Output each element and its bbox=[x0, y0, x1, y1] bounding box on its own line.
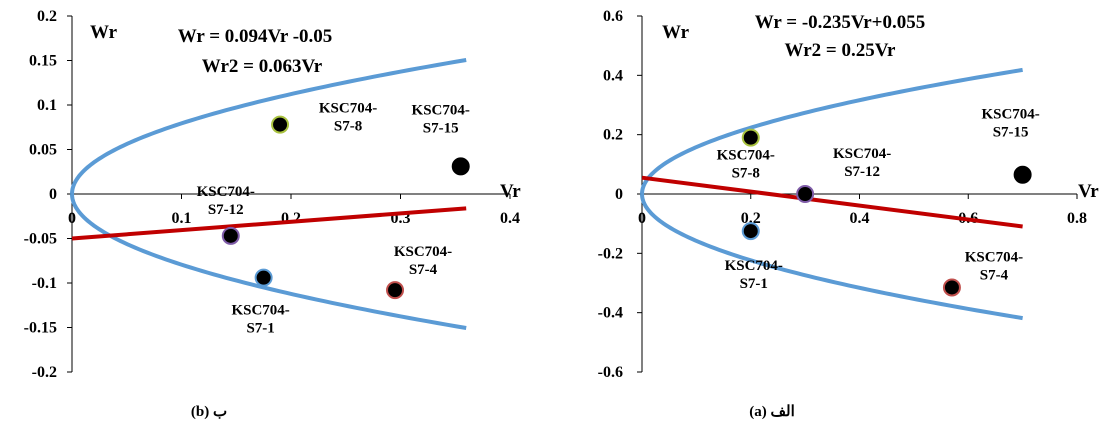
y-tick-label: -0.05 bbox=[24, 231, 57, 248]
x-tick-label: 0.4 bbox=[850, 210, 870, 227]
x-axis-label: Vr bbox=[1078, 181, 1099, 202]
panel-a: 0.60.40.20-0.2-0.4-0.600.20.40.60.8VrWrW… bbox=[598, 8, 1100, 420]
data-point bbox=[796, 185, 815, 203]
point-label: KSC704- bbox=[197, 184, 255, 200]
y-tick-label: -0.15 bbox=[24, 320, 57, 337]
y-tick-label: 0 bbox=[615, 186, 623, 203]
point-label: KSC704- bbox=[981, 107, 1039, 123]
regression-line bbox=[71, 206, 467, 241]
y-tick-label: 0 bbox=[49, 186, 57, 203]
x-tick-label: 0.2 bbox=[281, 210, 301, 227]
x-axis-label: Vr bbox=[500, 181, 521, 202]
y-tick-label: -0.4 bbox=[598, 305, 623, 322]
equation-1: Wr = 0.094Vr -0.05 bbox=[178, 26, 333, 47]
point-label: KSC704- bbox=[412, 102, 470, 118]
point-label: S7-15 bbox=[993, 125, 1029, 141]
equation-2: Wr2 = 0.25Vr bbox=[785, 40, 896, 61]
point-label: KSC704- bbox=[394, 244, 452, 260]
data-point bbox=[386, 281, 405, 300]
point-label: KSC704- bbox=[717, 148, 775, 164]
point-label: S7-12 bbox=[208, 202, 244, 218]
data-point bbox=[271, 115, 290, 134]
point-label: S7-1 bbox=[246, 321, 274, 337]
point-label: S7-8 bbox=[732, 166, 760, 182]
point-label: KSC704- bbox=[833, 146, 891, 162]
equation-1: Wr = -0.235Vr+0.055 bbox=[755, 12, 925, 33]
equation-2: Wr2 = 0.063Vr bbox=[202, 56, 323, 77]
y-tick-label: 0.6 bbox=[603, 8, 623, 25]
point-label: S7-1 bbox=[740, 276, 768, 292]
y-tick-label: 0.4 bbox=[603, 67, 623, 84]
point-label: KSC704- bbox=[725, 258, 783, 274]
x-tick-label: 0 bbox=[68, 210, 76, 227]
parabola-upper-branch bbox=[70, 57, 467, 195]
y-tick-label: 0.1 bbox=[37, 97, 57, 114]
y-tick-label: 0.15 bbox=[29, 53, 57, 70]
point-label: KSC704- bbox=[965, 249, 1023, 265]
parabola-lower-branch bbox=[70, 193, 467, 331]
x-tick-label: 0.1 bbox=[172, 210, 192, 227]
y-tick-label: 0.05 bbox=[29, 142, 57, 159]
y-tick-label: -0.6 bbox=[598, 364, 623, 381]
point-label: S7-12 bbox=[844, 164, 880, 180]
parabola-upper-branch bbox=[640, 67, 1023, 195]
point-label: KSC704- bbox=[231, 303, 289, 319]
y-tick-label: -0.1 bbox=[32, 275, 57, 292]
point-label: S7-15 bbox=[423, 120, 459, 136]
data-point bbox=[1013, 165, 1032, 184]
y-tick-label: -0.2 bbox=[32, 364, 57, 381]
point-label: S7-4 bbox=[980, 267, 1009, 283]
data-point bbox=[221, 226, 240, 245]
panel-caption: (a) الف bbox=[749, 404, 795, 420]
y-axis-label: Wr bbox=[90, 22, 118, 43]
y-tick-label: 0.2 bbox=[603, 127, 623, 144]
data-point bbox=[942, 278, 961, 297]
point-label: S7-4 bbox=[409, 262, 438, 278]
parabola-lower-branch bbox=[640, 193, 1023, 321]
x-tick-label: 0.2 bbox=[741, 210, 761, 227]
regression-line bbox=[641, 175, 1023, 229]
panel-b: 0.2 0.15 0.1 0.05 0 -0.05 -0.1 -0.15 -0.2 0 0.1 0.2… bbox=[24, 8, 522, 420]
x-tick-label: 0.4 bbox=[500, 210, 520, 227]
y-axis-label: Wr bbox=[662, 22, 690, 43]
y-tick-label: -0.2 bbox=[598, 245, 623, 262]
data-point bbox=[451, 157, 470, 176]
point-label: KSC704- bbox=[319, 101, 377, 117]
panel-caption: (b) ب bbox=[191, 404, 227, 420]
y-tick-label: 0.2 bbox=[37, 8, 57, 25]
data-point bbox=[254, 268, 273, 287]
point-label: S7-8 bbox=[334, 119, 362, 135]
data-point bbox=[741, 222, 760, 241]
data-point bbox=[741, 128, 760, 147]
x-tick-label: 0.8 bbox=[1067, 210, 1087, 227]
x-tick-label: 0 bbox=[638, 210, 646, 227]
